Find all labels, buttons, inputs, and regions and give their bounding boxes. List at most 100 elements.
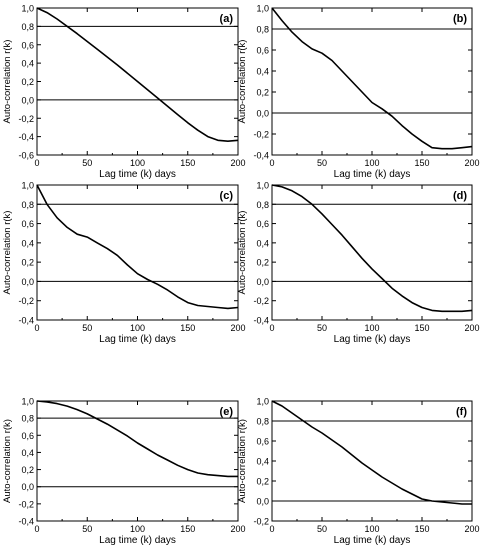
- y-tick-label: -0,4: [253, 151, 269, 161]
- x-tick-label: 100: [364, 323, 379, 333]
- x-tick-label: 200: [230, 158, 245, 168]
- y-tick-label: -0,2: [18, 114, 34, 124]
- y-tick-label: 0,0: [256, 277, 269, 287]
- y-tick-label: -0,2: [253, 296, 269, 306]
- y-tick-label: 0,0: [21, 482, 34, 492]
- x-tick-label: 200: [230, 524, 245, 534]
- y-tick-label: 0,0: [21, 95, 34, 105]
- y-tick-label: 0,2: [256, 258, 269, 268]
- chart-panel-1: 1,0 0,8 0,6 0,4 0,2 0,0 -0,2 -0,4 -0,60 50 100 150 2…: [2, 4, 246, 181]
- x-tick-label: 50: [82, 524, 92, 534]
- y-tick-label: -0,2: [18, 499, 34, 509]
- x-tick-label: 0: [34, 158, 39, 168]
- x-tick-label: 150: [414, 524, 429, 534]
- y-tick-label: 1,0: [21, 397, 34, 407]
- x-tick-label: 200: [464, 524, 479, 534]
- plot-frame: [271, 184, 473, 321]
- y-tick-label: 1,0: [21, 181, 34, 191]
- y-tick-label: -0,2: [253, 517, 269, 527]
- x-axis-label: Lag time (k) days: [99, 169, 176, 180]
- x-tick-label: 200: [464, 323, 479, 333]
- x-tick-label: 50: [82, 323, 92, 333]
- x-axis-label: Lag time (k) days: [334, 535, 411, 546]
- y-tick-label: 0,0: [256, 109, 269, 119]
- y-tick-label: 0,6: [256, 219, 269, 229]
- panel-label: (a): [220, 13, 234, 25]
- plot-frame: [36, 184, 239, 321]
- chart-panel-5: 1,0 0,8 0,6 0,4 0,2 0,0 -0,2 -0,40 50 100 150 200 (e…: [2, 397, 246, 547]
- y-tick-label: 1,0: [256, 4, 269, 14]
- y-axis-label: Auto-correlation r(k): [237, 419, 248, 503]
- panel-label: (d): [453, 190, 467, 202]
- y-tick-label: 0,8: [21, 414, 34, 424]
- chart-panel-4: 1,0 0,8 0,6 0,4 0,2 0,0 -0,2 -0,40 50 100 150 200 (d…: [237, 181, 480, 346]
- y-tick-label: -0,4: [18, 316, 34, 326]
- y-tick-label: 0,2: [21, 465, 34, 475]
- x-tick-label: 50: [317, 158, 327, 168]
- x-tick-label: 100: [130, 323, 145, 333]
- y-tick-label: 1,0: [21, 4, 34, 14]
- x-tick-label: 50: [317, 524, 327, 534]
- y-tick-label: 0,6: [21, 219, 34, 229]
- x-tick-label: 50: [82, 158, 92, 168]
- x-tick-label: 150: [414, 323, 429, 333]
- series-line: [271, 7, 473, 150]
- y-tick-label: -0,2: [253, 130, 269, 140]
- x-tick-label: 200: [230, 323, 245, 333]
- y-tick-label: 0,8: [256, 200, 269, 210]
- y-tick-label: 0,4: [21, 59, 34, 69]
- y-tick-label: 0,0: [256, 497, 269, 507]
- x-tick-label: 150: [180, 158, 195, 168]
- x-tick-label: 150: [414, 158, 429, 168]
- y-axis-label: Auto-correlation r(k): [2, 419, 13, 503]
- y-tick-label: 0,0: [21, 277, 34, 287]
- y-tick-label: 0,4: [21, 448, 34, 458]
- y-tick-label: -0,6: [18, 151, 34, 161]
- y-axis-label: Auto-correlation r(k): [2, 211, 13, 295]
- plot-frame: [271, 400, 473, 522]
- plot-frame: [36, 400, 239, 522]
- chart-panel-2: 1,0 0,8 0,6 0,4 0,2 0,0 -0,2 -0,40 50 100 150 200 (b…: [237, 4, 480, 181]
- x-tick-label: 200: [464, 158, 479, 168]
- y-tick-label: 0,2: [256, 477, 269, 487]
- panel-label: (f): [456, 406, 467, 418]
- x-tick-label: 100: [130, 524, 145, 534]
- y-tick-label: -0,4: [18, 517, 34, 527]
- chart-panel-3: 1,0 0,8 0,6 0,4 0,2 0,0 -0,2 -0,40 50 100 150 200 (c…: [2, 181, 246, 346]
- x-tick-label: 0: [34, 524, 39, 534]
- y-axis-label: Auto-correlation r(k): [237, 211, 248, 295]
- x-axis-label: Lag time (k) days: [99, 535, 176, 546]
- x-tick-label: 0: [269, 524, 274, 534]
- panel-label: (c): [220, 190, 234, 202]
- x-tick-label: 0: [34, 323, 39, 333]
- y-tick-label: 0,6: [256, 46, 269, 56]
- x-tick-label: 0: [269, 323, 274, 333]
- y-tick-label: 0,4: [256, 457, 269, 467]
- y-tick-label: 1,0: [256, 397, 269, 407]
- x-tick-label: 0: [269, 158, 274, 168]
- y-tick-label: 0,2: [21, 77, 34, 87]
- x-tick-label: 100: [364, 524, 379, 534]
- x-tick-label: 100: [130, 158, 145, 168]
- y-tick-label: 0,4: [21, 238, 34, 248]
- panel-label: (b): [453, 13, 467, 25]
- y-tick-label: 0,6: [21, 40, 34, 50]
- x-axis-label: Lag time (k) days: [334, 334, 411, 345]
- panel-label: (e): [220, 406, 234, 418]
- y-tick-label: -0,4: [253, 316, 269, 326]
- y-tick-label: 0,8: [256, 417, 269, 427]
- series-line: [36, 7, 239, 142]
- x-tick-label: 150: [180, 524, 195, 534]
- y-tick-label: 0,6: [21, 431, 34, 441]
- y-tick-label: 0,4: [256, 238, 269, 248]
- series-line: [36, 184, 239, 310]
- y-tick-label: 0,2: [21, 258, 34, 268]
- y-axis-label: Auto-correlation r(k): [2, 40, 13, 124]
- y-tick-label: 1,0: [256, 181, 269, 191]
- y-tick-label: -0,2: [18, 296, 34, 306]
- series-line: [271, 400, 472, 505]
- plot-frame: [271, 7, 473, 156]
- y-axis-label: Auto-correlation r(k): [237, 40, 248, 124]
